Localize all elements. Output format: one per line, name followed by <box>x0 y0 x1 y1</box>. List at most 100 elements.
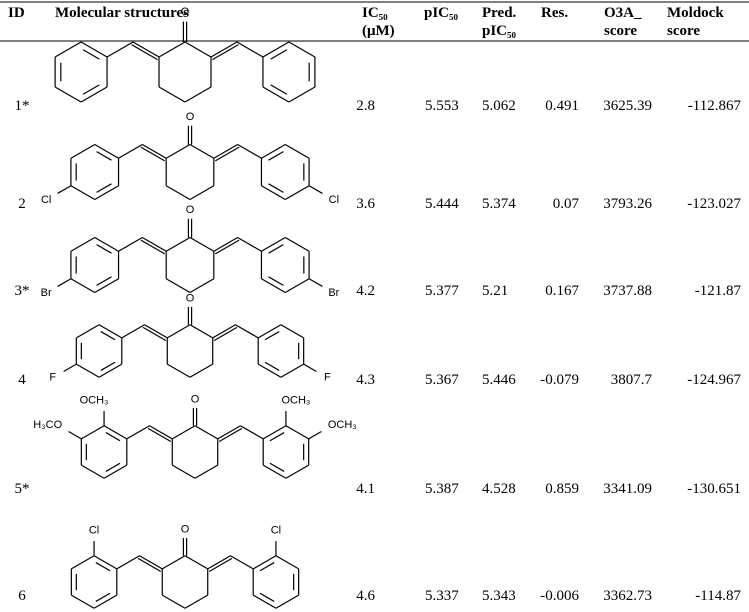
bond <box>237 143 262 159</box>
bond <box>68 431 82 440</box>
bond <box>121 324 145 339</box>
atom-label: F <box>49 372 56 384</box>
bond <box>94 143 119 159</box>
cell-o3a: 3807.7 <box>611 372 653 388</box>
bond <box>268 276 284 286</box>
bond <box>82 84 100 95</box>
bond <box>137 557 162 572</box>
bond <box>142 143 167 159</box>
bond <box>142 326 167 341</box>
bond <box>189 324 214 339</box>
bond <box>264 331 280 341</box>
bond <box>215 239 240 255</box>
cell-ic50: 4.3 <box>356 372 375 388</box>
bond <box>96 151 112 161</box>
bond <box>308 185 323 194</box>
atom-label: Br <box>328 287 339 299</box>
cell-pred: 5.062 <box>482 98 516 114</box>
bond <box>189 185 215 201</box>
bond <box>71 555 95 570</box>
bond <box>184 594 209 609</box>
bond <box>98 324 123 339</box>
bond <box>171 425 196 440</box>
bond <box>93 594 118 609</box>
bond <box>96 244 112 254</box>
bond <box>54 41 82 58</box>
bond <box>158 41 186 58</box>
bond <box>158 86 186 103</box>
bond <box>166 363 191 378</box>
bond <box>189 278 215 294</box>
bond <box>171 464 196 479</box>
bond <box>252 594 277 609</box>
bond <box>165 278 191 294</box>
bond <box>212 44 239 61</box>
row-id: 4 <box>18 372 26 388</box>
bond <box>131 44 158 61</box>
header-cell: ID <box>8 5 25 21</box>
bond <box>208 557 233 572</box>
bond <box>261 143 286 159</box>
bond <box>184 555 209 570</box>
bond <box>142 236 167 252</box>
cell-pred: 5.446 <box>482 372 516 388</box>
cell-o3a: 3793.26 <box>603 196 652 212</box>
bond <box>259 562 275 572</box>
bond <box>70 185 96 201</box>
cell-moldock: -123.027 <box>687 196 741 212</box>
bond <box>288 41 316 58</box>
bond <box>215 146 240 162</box>
atom-label: Cl <box>89 524 99 536</box>
cell-res: 0.491 <box>545 98 579 114</box>
bond <box>94 185 119 201</box>
bond <box>184 41 212 58</box>
bond <box>212 324 236 339</box>
cell-pic50: 5.337 <box>425 588 459 604</box>
cell-pred: 5.343 <box>482 588 516 604</box>
bond <box>217 425 241 440</box>
bond <box>103 464 128 479</box>
bond <box>194 425 219 440</box>
bond <box>96 183 112 193</box>
bond <box>95 592 111 602</box>
atom-label: O <box>191 393 200 405</box>
bond <box>103 425 128 440</box>
atom-label: F <box>324 372 331 384</box>
bond <box>80 41 108 58</box>
bond <box>161 555 186 570</box>
cell-ic50: 4.6 <box>356 588 375 604</box>
bond <box>82 49 100 60</box>
bond <box>259 592 275 602</box>
bond <box>270 84 288 95</box>
bond <box>57 278 72 287</box>
bond <box>262 41 290 58</box>
bond <box>105 432 121 442</box>
bond <box>96 276 112 286</box>
bond <box>257 324 282 339</box>
bond <box>189 236 215 252</box>
atom-label: OCH₃ <box>328 419 357 431</box>
atom-label: Cl <box>271 524 281 536</box>
bond <box>140 146 165 162</box>
header-cell: Pred. <box>482 5 517 21</box>
bond <box>140 239 165 255</box>
bond <box>275 594 299 609</box>
header-cell: IC₅₀ <box>362 5 388 21</box>
bond <box>284 143 310 159</box>
row-id: 2 <box>18 196 26 212</box>
bond <box>285 425 309 440</box>
cell-ic50: 4.2 <box>356 283 375 299</box>
bond <box>308 278 323 287</box>
cell-res: -0.006 <box>540 588 579 604</box>
bond <box>213 326 238 341</box>
bond <box>144 324 168 339</box>
bond <box>54 86 82 103</box>
header-cell: pIC₅₀ <box>482 23 517 39</box>
cell-ic50: 4.1 <box>356 481 375 497</box>
atom-label: OCH₃ <box>80 394 109 406</box>
bond <box>81 425 105 440</box>
header-cell: Moldock <box>667 5 724 21</box>
bond <box>230 555 254 570</box>
cell-res: -0.079 <box>540 372 579 388</box>
header-cell: score <box>604 23 637 39</box>
